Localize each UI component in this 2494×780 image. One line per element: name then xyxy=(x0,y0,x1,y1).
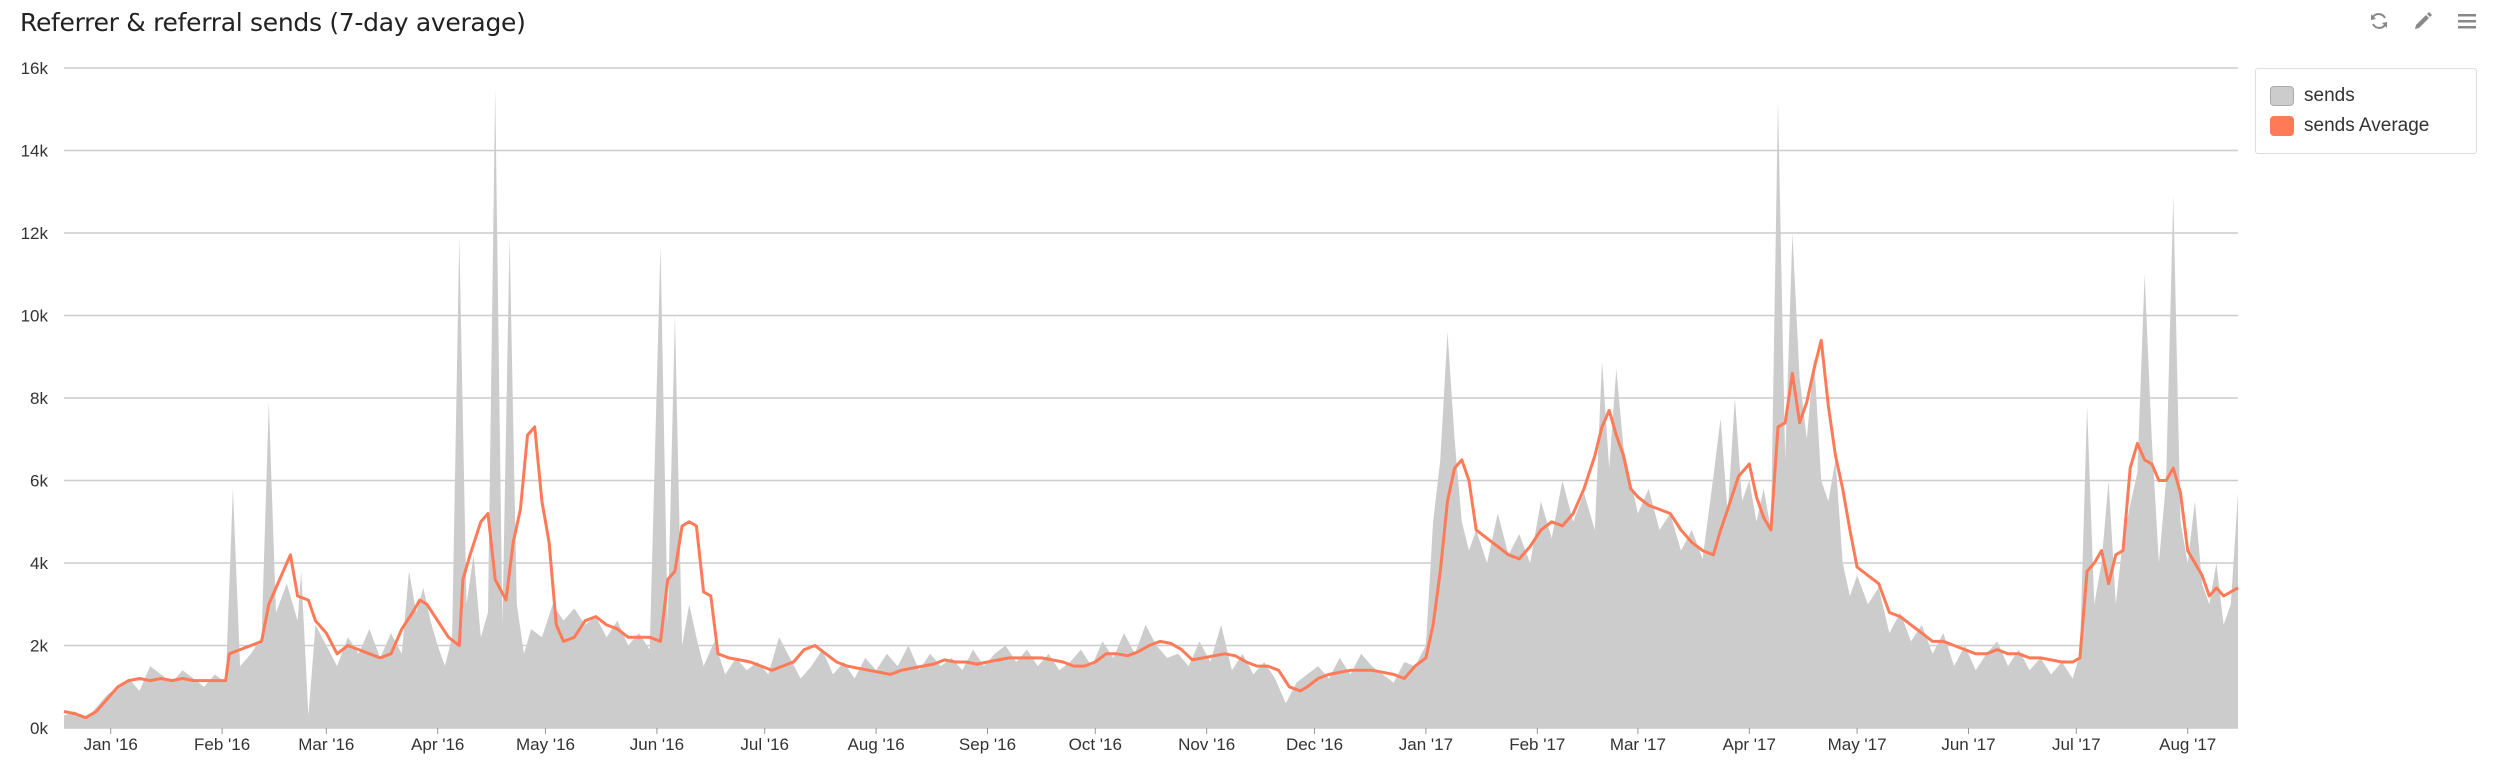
x-tick-label: Mar '16 xyxy=(298,735,354,754)
sends-average-line xyxy=(63,338,2239,720)
menu-icon[interactable] xyxy=(2454,8,2480,34)
y-tick-label: 4k xyxy=(30,554,48,573)
y-tick-label: 14k xyxy=(21,142,49,161)
x-tick-label: Dec '16 xyxy=(1286,735,1343,754)
chart-title: Referrer & referral sends (7-day average… xyxy=(20,8,526,37)
x-tick-label: Aug '16 xyxy=(848,735,905,754)
chart-toolbar xyxy=(2366,8,2480,34)
y-tick-label: 10k xyxy=(21,307,49,326)
y-tick-label: 6k xyxy=(30,472,48,491)
series-layer xyxy=(63,88,2239,729)
y-tick-label: 16k xyxy=(21,59,49,78)
x-tick-label: Feb '16 xyxy=(194,735,250,754)
legend-label: sends Average xyxy=(2304,115,2430,136)
y-tick-label: 8k xyxy=(30,389,48,408)
y-tick-label: 12k xyxy=(21,224,49,243)
y-tick-label: 0k xyxy=(30,719,48,738)
legend: sends sends Average xyxy=(2255,68,2477,154)
sends-area xyxy=(64,88,2238,729)
x-tick-label: Jun '17 xyxy=(1941,735,1995,754)
legend-swatch-sends xyxy=(2270,86,2294,106)
x-tick-label: Apr '16 xyxy=(411,735,464,754)
legend-swatch-sends-average xyxy=(2270,116,2294,136)
x-tick-label: Jul '16 xyxy=(740,735,789,754)
x-tick-label: Apr '17 xyxy=(1723,735,1776,754)
x-tick-label: Mar '17 xyxy=(1610,735,1666,754)
edit-icon[interactable] xyxy=(2410,8,2436,34)
refresh-icon[interactable] xyxy=(2366,8,2392,34)
x-tick-label: May '17 xyxy=(1828,735,1887,754)
y-tick-label: 2k xyxy=(30,637,48,656)
x-axis: Jan '16 Feb '16 Mar '16 Apr '16 May '16 Jun '… xyxy=(84,728,2216,754)
x-tick-label: Jul '17 xyxy=(2052,735,2101,754)
x-tick-label: Jan '16 xyxy=(84,735,138,754)
grid-lines xyxy=(64,67,2238,729)
legend-item-sends-average[interactable]: sends Average xyxy=(2270,111,2476,141)
legend-label: sends xyxy=(2304,85,2355,106)
x-tick-label: Oct '16 xyxy=(1069,735,1122,754)
x-tick-label: Sep '16 xyxy=(959,735,1016,754)
x-tick-label: Jan '17 xyxy=(1399,735,1453,754)
y-axis: 0k 2k 4k 6k 8k 10k 12k 14k 16k xyxy=(21,59,49,738)
x-tick-label: Jun '16 xyxy=(630,735,684,754)
x-tick-label: May '16 xyxy=(516,735,575,754)
x-tick-label: Nov '16 xyxy=(1178,735,1235,754)
x-tick-label: Aug '17 xyxy=(2159,735,2216,754)
x-tick-label: Feb '17 xyxy=(1509,735,1565,754)
legend-item-sends[interactable]: sends xyxy=(2270,81,2476,111)
